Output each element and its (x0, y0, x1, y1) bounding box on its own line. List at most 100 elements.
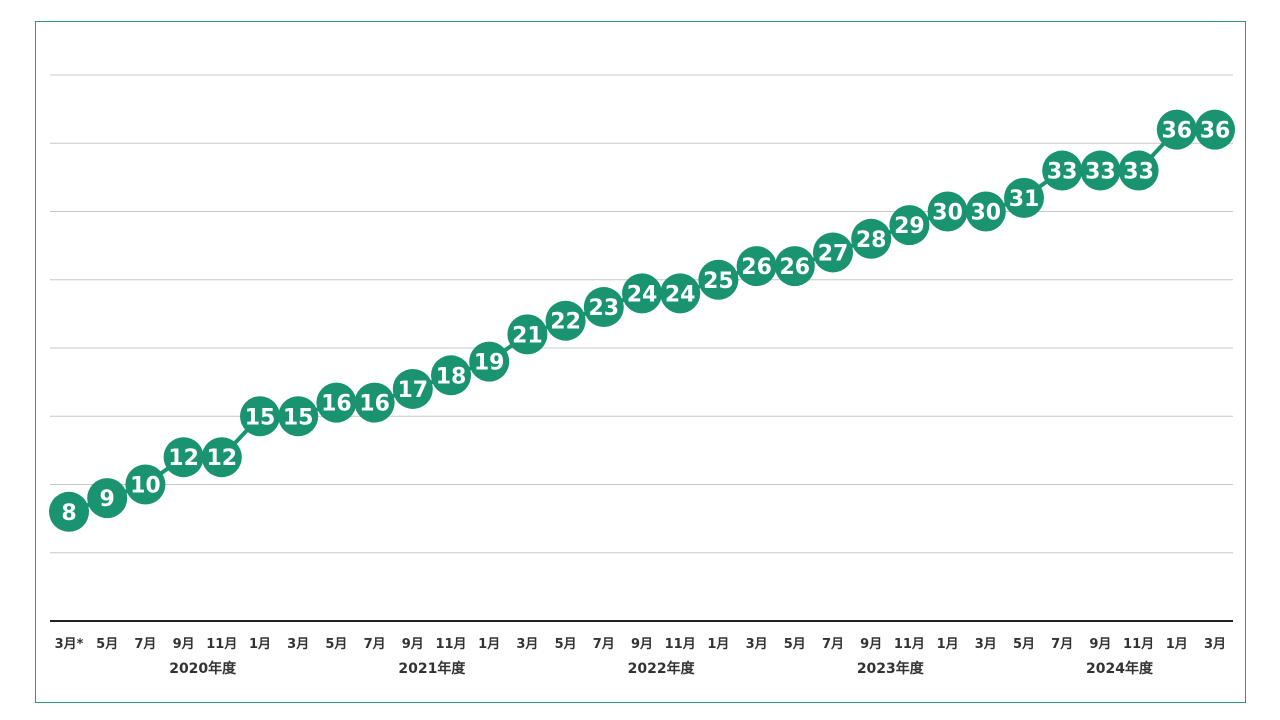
data-point: 28 (851, 218, 892, 259)
data-point: 31 (1004, 177, 1044, 218)
data-label: 10 (130, 474, 161, 499)
fiscal-year-label: 2022年度 (628, 660, 696, 677)
data-label: 15 (283, 405, 314, 430)
x-tick-label: 11月 (665, 637, 696, 652)
data-point: 30 (927, 191, 968, 232)
x-tick-label: 1月 (249, 637, 271, 652)
x-tick-label: 9月 (173, 637, 195, 652)
data-point: 30 (965, 191, 1006, 232)
data-label: 8 (61, 501, 76, 526)
fiscal-year-labels: 2020年度 2021年度 2022年度 2023年度 2024年度 (169, 660, 1154, 677)
point-marker (927, 191, 968, 232)
data-label: 18 (436, 364, 467, 389)
point-marker (278, 396, 319, 437)
data-point: 15 (278, 396, 319, 437)
data-point: 12 (163, 437, 204, 478)
x-tick-label: 9月 (1089, 637, 1111, 652)
data-point: 10 (125, 464, 166, 505)
data-point: 21 (507, 314, 548, 355)
data-label: 30 (932, 201, 963, 226)
data-label: 26 (741, 255, 772, 280)
point-marker (736, 246, 777, 287)
x-tick-label: 3月 (516, 637, 538, 652)
fiscal-year-label: 2023年度 (857, 660, 925, 677)
data-point: 26 (774, 246, 815, 287)
data-point: 27 (813, 232, 853, 273)
x-tick-label: 7月 (1051, 637, 1073, 652)
x-tick-label: 11月 (1123, 637, 1154, 652)
point-marker (1156, 109, 1197, 150)
data-label: 23 (588, 296, 619, 321)
point-marker (507, 314, 548, 355)
data-label: 26 (779, 255, 810, 280)
data-label: 33 (1123, 160, 1154, 185)
x-tick-label: 3月 (975, 637, 997, 652)
data-point: 24 (660, 273, 701, 314)
point-marker (431, 355, 471, 396)
data-label: 29 (894, 214, 925, 239)
x-tick-label: 3月 (746, 637, 768, 652)
point-marker (622, 273, 662, 314)
data-point: 16 (354, 382, 395, 423)
data-point: 16 (316, 382, 357, 423)
data-point: 25 (698, 259, 739, 300)
point-marker (163, 437, 204, 478)
x-tick-labels: 3月* 5月 7月 9月 11月 1月 3月 5月 7月 9月 11月 1月 3月 5月 7月 9月 11月 1月… (55, 637, 1226, 652)
data-point: 19 (469, 341, 510, 382)
point-marker (1004, 177, 1044, 218)
x-tick-label: 7月 (593, 637, 615, 652)
data-label: 16 (359, 392, 390, 417)
data-point: 24 (622, 273, 662, 314)
data-point: 29 (889, 205, 930, 246)
x-tick-label: 3月 (1204, 637, 1226, 652)
data-label: 25 (703, 269, 734, 294)
point-marker (1118, 150, 1159, 191)
data-label: 30 (970, 201, 1001, 226)
data-point: 9 (87, 478, 128, 519)
data-point: 12 (201, 437, 242, 478)
data-label: 9 (100, 487, 115, 512)
data-point: 33 (1042, 150, 1083, 191)
point-marker (87, 478, 128, 519)
x-tick-label: 1月 (707, 637, 729, 652)
data-point: 26 (736, 246, 777, 287)
x-tick-label: 9月 (631, 637, 653, 652)
fiscal-year-label: 2020年度 (169, 660, 237, 677)
point-marker (1042, 150, 1083, 191)
data-label: 36 (1161, 119, 1192, 144)
x-tick-label: 1月 (937, 637, 959, 652)
data-label: 15 (245, 405, 276, 430)
data-label: 27 (818, 241, 849, 266)
x-tick-label: 3月* (55, 637, 84, 652)
fiscal-year-label: 2024年度 (1086, 660, 1154, 677)
data-point: 18 (431, 355, 471, 396)
point-marker (240, 396, 280, 437)
chart-frame: 8 9 10 12 12 15 15 16 16 17 18 19 21 22 23 24 24 25 26 26 27… (35, 21, 1246, 703)
point-marker (851, 218, 892, 259)
line-chart: 89 10 12 12 15 15 16 16 17 18 19 21 22 23 24 24 25 26 26 27… (49, 74, 1235, 677)
point-marker (1195, 109, 1235, 150)
data-point: 8 (49, 491, 89, 532)
data-point: 33 (1118, 150, 1159, 191)
x-tick-label: 5月 (1013, 637, 1035, 652)
x-tick-label: 11月 (435, 637, 466, 652)
data-point: 17 (392, 368, 433, 409)
x-tick-label: 9月 (402, 637, 424, 652)
data-points: 89 10 12 12 15 15 16 16 17 18 19 21 22 23 24 24 25 26 26 27… (49, 109, 1235, 532)
data-label: 16 (321, 392, 352, 417)
data-label: 31 (1009, 187, 1040, 212)
point-marker (813, 232, 853, 273)
x-tick-label: 5月 (325, 637, 347, 652)
x-tick-label: 7月 (364, 637, 386, 652)
x-tick-label: 5月 (96, 637, 118, 652)
data-label: 22 (550, 310, 581, 335)
fiscal-year-label: 2021年度 (398, 660, 466, 677)
point-marker (545, 300, 586, 341)
point-marker (1080, 150, 1121, 191)
point-marker (354, 382, 395, 423)
x-tick-label: 11月 (894, 637, 925, 652)
point-marker (583, 287, 624, 328)
x-tick-label: 5月 (555, 637, 577, 652)
data-label: 36 (1200, 119, 1231, 144)
data-label: 33 (1085, 160, 1116, 185)
